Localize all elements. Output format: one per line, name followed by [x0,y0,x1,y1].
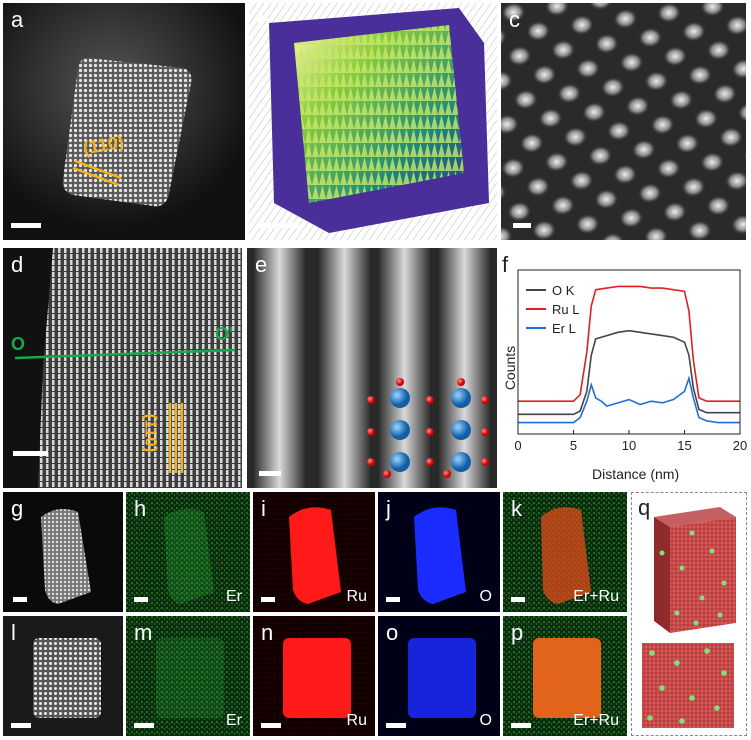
panel-label-c: c [509,7,520,32]
scale-bar-o [386,723,406,728]
x-tick-label: 15 [677,438,691,453]
scale-bar-e [259,471,281,476]
panel-c: c [501,3,746,240]
panel-j: j O [378,492,500,612]
scale-bar-n [261,723,281,728]
panel-e: e [247,248,497,488]
surface-plot-b [249,3,497,240]
panel-label-q: q [638,495,651,520]
plane-annotation-d: (110) [141,413,161,453]
haadf-image-l [3,616,123,736]
chart-axes-group: 0 5 10 15 20 [514,269,747,453]
element-label-k: Er+Ru [573,588,619,605]
chart-legend-group: O K Ru L Er L [526,283,579,336]
chart-xlabel: Distance (nm) [592,466,680,482]
line-end-label: O' [215,324,234,344]
legend-label: Er L [552,321,576,336]
eds-line-profile-chart: 0 5 10 15 20 O K Ru L Er L [514,269,747,453]
scale-bar-l [11,723,31,728]
panel-label-k: k [511,496,522,521]
panel-b: b [249,3,497,240]
element-label-h: Er [226,588,242,605]
atomic-3d-model-q [642,507,736,728]
panel-d: d O O' (110) [3,248,242,488]
atomic-image-c [501,3,746,240]
eds-map-p-er-ru [503,616,627,736]
panel-label-m: m [134,620,153,645]
panel-label-p: p [511,620,524,645]
legend-label: O K [552,283,575,298]
x-tick-label: 0 [514,438,521,453]
element-label-i: Ru [346,588,367,605]
scale-bar-m [134,723,154,728]
x-tick-label: 5 [570,438,577,453]
panel-n: n Ru [253,616,375,736]
element-label-p: Er+Ru [573,712,619,729]
haadf-image-a [3,3,245,240]
panel-label-g: g [11,496,24,521]
chart-series-group [518,285,740,424]
panel-label-n: n [261,620,274,645]
haadf-image-d [3,248,242,488]
panel-q: q [631,492,747,736]
panel-label-j: j [386,496,391,521]
panel-f: 0 5 10 15 20 O K Ru L Er L f Counts Distance (… [500,248,750,488]
scale-bar-j [386,597,400,602]
panel-label-l: l [11,620,16,645]
panel-label-f: f [502,252,509,277]
series-line-ru-l [518,285,740,402]
scale-bar-d [13,451,48,456]
chart-ylabel: Counts [502,345,519,391]
eds-map-k-er-ru [503,492,627,612]
scale-bar-i [261,597,275,602]
legend-label: Ru L [552,302,579,317]
panel-m: m Er [126,616,250,736]
panel-label-i: i [261,496,266,521]
panel-label-b: b [257,7,270,32]
series-line-o-k [518,329,740,416]
eds-map-i-ru [253,492,375,612]
scale-bar-b [257,223,299,228]
panel-a: a (110) [3,3,245,240]
panel-i: i Ru [253,492,375,612]
panel-label-o: o [386,620,399,645]
panel-label-a: a [11,7,24,32]
series-line-er-l [518,375,740,424]
eds-map-n-ru [253,616,375,736]
x-tick-label: 10 [622,438,636,453]
panel-label-e: e [255,252,268,277]
x-tick-label: 20 [733,438,747,453]
eds-map-o-oxygen [378,616,500,736]
element-label-n: Ru [346,712,367,729]
scale-bar-h [134,597,148,602]
scale-bar-g [13,597,27,602]
eds-map-m-er [126,616,250,736]
element-label-o: O [479,712,492,729]
panel-label-d: d [11,252,24,277]
atomic-model-e [247,248,497,488]
eds-map-h-er [126,492,250,612]
panel-p: p Er+Ru [503,616,627,736]
scale-bar-a [11,223,41,228]
panel-label-h: h [134,496,147,521]
panel-l: l [3,616,123,736]
element-label-m: Er [226,712,242,729]
panel-h: h Er [126,492,250,612]
panel-o: o O [378,616,500,736]
panel-k: k Er+Ru [503,492,627,612]
scale-bar-p [511,723,531,728]
panel-g: g [3,492,123,612]
line-start-label: O [11,334,26,354]
haadf-image-g [3,492,123,612]
element-label-j: O [479,588,492,605]
eds-map-j-o [378,492,500,612]
scale-bar-c [513,223,531,228]
scale-bar-k [511,597,525,602]
